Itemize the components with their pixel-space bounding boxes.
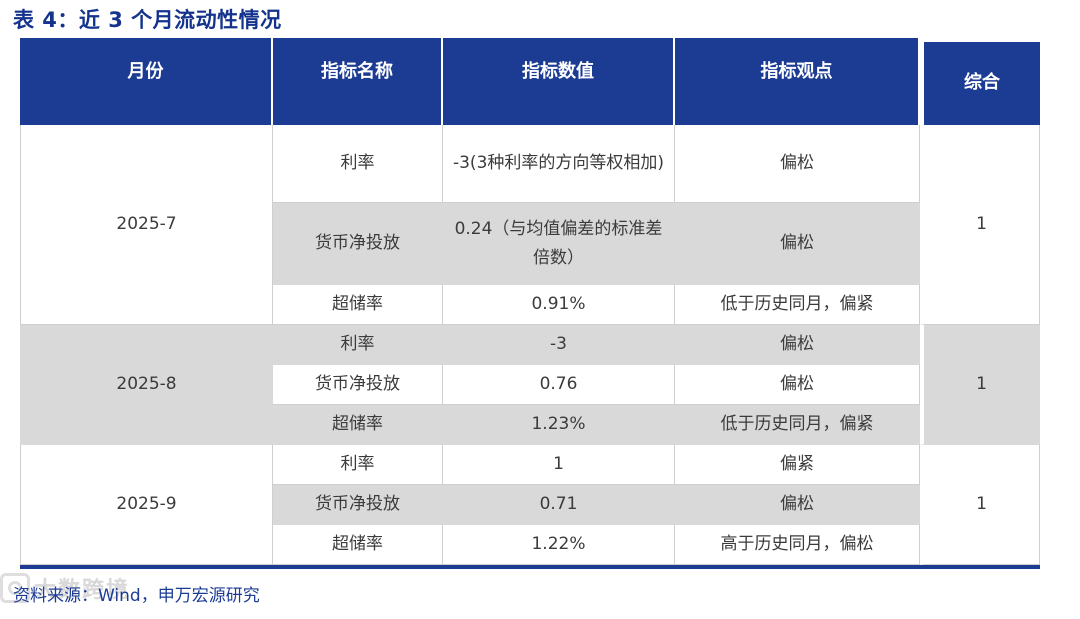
indicator-view-cell: 高于历史同月，偏松: [675, 525, 920, 565]
month-cell-2025-8: 2025-8: [20, 325, 273, 445]
month-cell-2025-9: 2025-9: [20, 445, 273, 565]
table-bottom-rule: [20, 565, 1040, 569]
composite-cell-2025-9: 1: [920, 445, 1040, 565]
watermark: 大数跨境: [0, 572, 130, 604]
header-indicator-view: 指标观点: [675, 38, 920, 125]
liquidity-table: 月份 指标名称 指标数值 指标观点 综合 2025-7 利率 -3(3种利率的方…: [20, 38, 1040, 565]
table-row: 货币净投放 0.71 偏松: [20, 485, 1040, 525]
indicator-view-cell: 低于历史同月，偏紧: [675, 405, 920, 445]
table-row: 货币净投放 0.24（与均值偏差的标准差倍数） 偏松: [20, 203, 1040, 285]
indicator-value-cell: 0.91%: [443, 285, 675, 325]
header-indicator-name: 指标名称: [273, 38, 443, 125]
watermark-text: 大数跨境: [34, 578, 131, 603]
table-row: 2025-8 利率 -3 偏松 1: [20, 325, 1040, 445]
indicator-name-cell: 利率: [273, 125, 443, 203]
indicator-name-cell: 货币净投放: [273, 203, 443, 285]
month-cell-2025-7: 2025-7: [20, 125, 273, 325]
indicator-name-cell: 超储率: [273, 405, 443, 445]
table-row: 超储率 1.22% 高于历史同月，偏松: [20, 525, 1040, 565]
indicator-value-cell: 0.76: [443, 365, 675, 405]
table-title: 表 4：近 3 个月流动性情况: [13, 8, 282, 32]
header-month: 月份: [20, 38, 273, 125]
indicator-value-cell: 1: [443, 445, 675, 485]
indicator-view-cell: 偏松: [675, 203, 920, 285]
table-row: 货币净投放 0.76 偏松: [20, 365, 1040, 405]
indicator-name-cell: 超储率: [273, 285, 443, 325]
indicator-value-cell: 1.23%: [443, 405, 675, 445]
indicator-name-cell: 利率: [273, 325, 443, 365]
indicator-value-cell: -3: [443, 325, 675, 365]
indicator-view-cell: 偏紧: [675, 445, 920, 485]
indicator-value-cell: 0.71: [443, 485, 675, 525]
header-row: 月份 指标名称 指标数值 指标观点 综合: [20, 38, 1040, 125]
table-row: 2025-9 利率 1 偏紧 1: [20, 445, 1040, 565]
source-note: 资料来源：Wind，申万宏源研究: [13, 586, 260, 606]
indicator-name-cell: 利率: [273, 445, 443, 485]
indicator-view-cell: 偏松: [675, 485, 920, 525]
composite-cell-2025-7: 1: [920, 125, 1040, 325]
indicator-value-cell: 0.24（与均值偏差的标准差倍数）: [443, 203, 675, 285]
indicator-name-cell: 货币净投放: [273, 485, 443, 525]
table-row: 超储率 1.23% 低于历史同月，偏紧: [20, 405, 1040, 445]
indicator-view-cell: 偏松: [675, 325, 920, 365]
composite-cell-2025-8: 1: [920, 325, 1040, 445]
indicator-value-cell: 1.22%: [443, 525, 675, 565]
indicator-name-cell: 超储率: [273, 525, 443, 565]
watermark-logo-icon: [0, 573, 30, 603]
header-composite: 综合: [920, 38, 1040, 125]
indicator-name-cell: 货币净投放: [273, 365, 443, 405]
table-row: 超储率 0.91% 低于历史同月，偏紧: [20, 285, 1040, 325]
indicator-view-cell: 低于历史同月，偏紧: [675, 285, 920, 325]
indicator-value-cell: -3(3种利率的方向等权相加): [443, 125, 675, 203]
table-row: 2025-7 利率 -3(3种利率的方向等权相加) 偏松 1: [20, 125, 1040, 325]
indicator-view-cell: 偏松: [675, 365, 920, 405]
header-indicator-value: 指标数值: [443, 38, 675, 125]
indicator-view-cell: 偏松: [675, 125, 920, 203]
